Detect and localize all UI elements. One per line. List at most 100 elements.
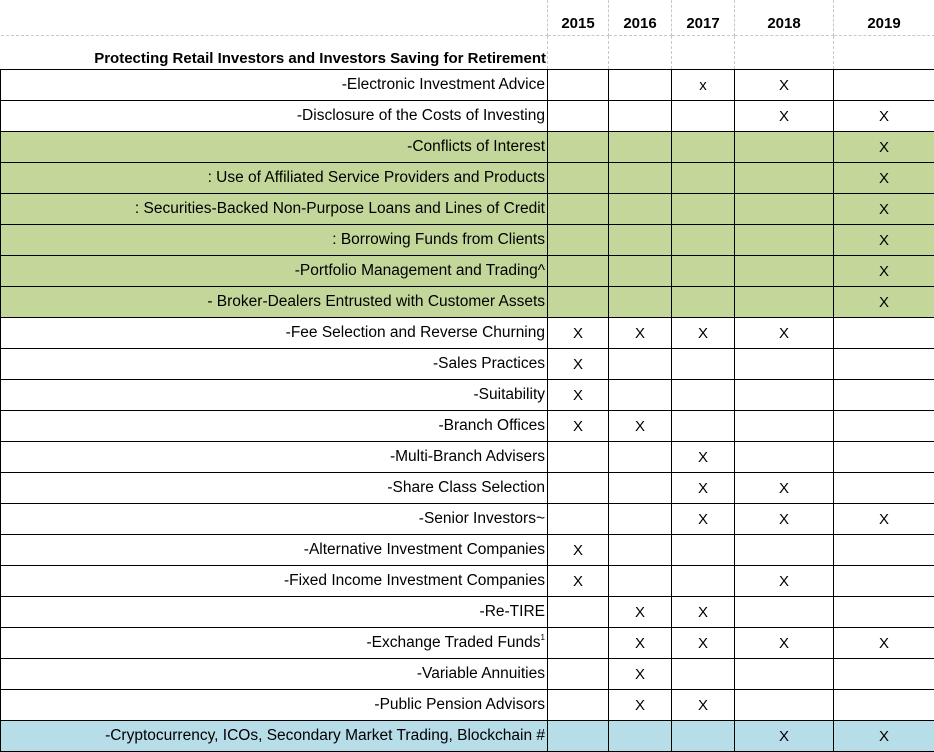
year-mark-2015: X — [548, 349, 609, 380]
year-mark-2019: X — [834, 287, 934, 318]
year-mark-2017: X — [672, 628, 735, 659]
row-label: : Use of Affiliated Service Providers an… — [1, 163, 548, 194]
year-header-2015: 2015 — [548, 0, 609, 36]
row-label: - Broker-Dealers Entrusted with Customer… — [1, 287, 548, 318]
year-mark-2018 — [735, 287, 834, 318]
year-mark-2019 — [834, 380, 934, 411]
year-mark-2019 — [834, 442, 934, 473]
table-row: : Use of Affiliated Service Providers an… — [1, 163, 934, 194]
table-row: - Broker-Dealers Entrusted with Customer… — [1, 287, 934, 318]
row-label-text: -Share Class Selection — [387, 479, 545, 496]
year-mark-2016 — [609, 256, 672, 287]
year-mark-2019: X — [834, 132, 934, 163]
row-label: -Electronic Investment Advice — [1, 70, 548, 101]
year-mark-2015 — [548, 132, 609, 163]
year-mark-2019: X — [834, 101, 934, 132]
row-label-text: -Portfolio Management and Trading^ — [295, 262, 545, 279]
year-mark-2019: X — [834, 721, 934, 752]
year-mark-2016 — [609, 163, 672, 194]
year-mark-2015 — [548, 690, 609, 721]
year-mark-2018 — [735, 256, 834, 287]
year-mark-2018 — [735, 411, 834, 442]
year-mark-2017 — [672, 349, 735, 380]
row-label: -Sales Practices — [1, 349, 548, 380]
row-label-text: - Broker-Dealers Entrusted with Customer… — [207, 293, 545, 310]
year-mark-2016 — [609, 70, 672, 101]
row-label: -Cryptocurrency, ICOs, Secondary Market … — [1, 721, 548, 752]
year-mark-2019: X — [834, 225, 934, 256]
year-mark-2015 — [548, 442, 609, 473]
year-mark-2016 — [609, 504, 672, 535]
section-title: Protecting Retail Investors and Investor… — [1, 36, 548, 70]
year-mark-2017: X — [672, 690, 735, 721]
year-mark-2015 — [548, 597, 609, 628]
year-mark-2015 — [548, 256, 609, 287]
year-header-2018: 2018 — [735, 0, 834, 36]
year-mark-2018 — [735, 163, 834, 194]
year-mark-2016 — [609, 473, 672, 504]
row-label-text: -Exchange Traded Funds — [366, 634, 540, 651]
year-header-2016: 2016 — [609, 0, 672, 36]
year-mark-2019: X — [834, 163, 934, 194]
year-mark-2016 — [609, 566, 672, 597]
year-mark-2018 — [735, 659, 834, 690]
year-mark-2015 — [548, 721, 609, 752]
year-mark-2019 — [834, 566, 934, 597]
row-label-text: -Cryptocurrency, ICOs, Secondary Market … — [105, 727, 545, 744]
year-mark-2015 — [548, 101, 609, 132]
year-mark-2019 — [834, 535, 934, 566]
table-row: -Conflicts of Interest X — [1, 132, 934, 163]
year-mark-2017 — [672, 194, 735, 225]
year-mark-2015 — [548, 194, 609, 225]
year-mark-2017: X — [672, 597, 735, 628]
year-mark-2018 — [735, 442, 834, 473]
row-label: -Fixed Income Investment Companies — [1, 566, 548, 597]
year-mark-2016 — [609, 194, 672, 225]
year-mark-2018: X — [735, 504, 834, 535]
year-mark-2019 — [834, 411, 934, 442]
row-label-text: -Public Pension Advisors — [374, 696, 545, 713]
year-mark-2015 — [548, 628, 609, 659]
section-title-row: Protecting Retail Investors and Investor… — [1, 36, 934, 70]
year-mark-2017 — [672, 163, 735, 194]
year-mark-2019: X — [834, 628, 934, 659]
row-label: -Public Pension Advisors — [1, 690, 548, 721]
year-mark-2017 — [672, 287, 735, 318]
row-label: -Portfolio Management and Trading^ — [1, 256, 548, 287]
year-mark-2018 — [735, 132, 834, 163]
year-mark-2016 — [609, 380, 672, 411]
year-mark-2019 — [834, 318, 934, 349]
year-mark-2015 — [548, 70, 609, 101]
section-title-empty-cell — [735, 36, 834, 70]
row-label-text: -Conflicts of Interest — [407, 138, 545, 155]
year-mark-2017 — [672, 721, 735, 752]
row-label-text: : Use of Affiliated Service Providers an… — [208, 169, 545, 186]
year-mark-2019 — [834, 690, 934, 721]
year-mark-2016: X — [609, 597, 672, 628]
table-row: : Securities-Backed Non-Purpose Loans an… — [1, 194, 934, 225]
year-mark-2017 — [672, 566, 735, 597]
year-mark-2018 — [735, 597, 834, 628]
year-mark-2018: X — [735, 318, 834, 349]
year-mark-2019 — [834, 659, 934, 690]
row-label-text: -Branch Offices — [438, 417, 545, 434]
row-label: -Re-TIRE — [1, 597, 548, 628]
year-mark-2015: X — [548, 411, 609, 442]
year-mark-2016 — [609, 442, 672, 473]
footnote-marker: 1 — [541, 633, 545, 642]
year-mark-2016: X — [609, 318, 672, 349]
year-mark-2017: x — [672, 70, 735, 101]
section-title-empty-cell — [834, 36, 934, 70]
year-header-2019: 2019 — [834, 0, 934, 36]
year-mark-2017: X — [672, 504, 735, 535]
year-mark-2018 — [735, 194, 834, 225]
year-mark-2019: X — [834, 504, 934, 535]
